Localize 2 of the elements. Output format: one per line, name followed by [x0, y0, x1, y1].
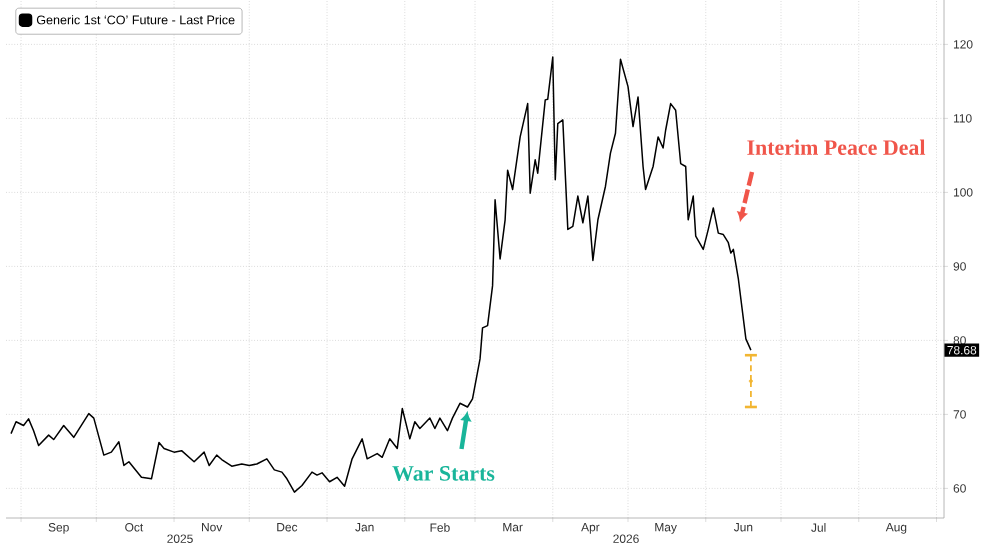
annotation: Interim Peace Deal: [747, 139, 926, 155]
annotation: War Starts: [392, 466, 495, 481]
